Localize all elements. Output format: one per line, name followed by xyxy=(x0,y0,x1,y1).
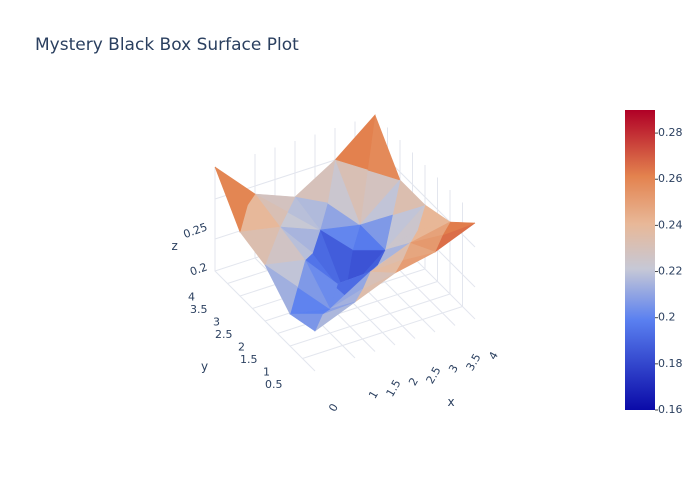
colorbar-tick-label: 0.2 xyxy=(658,311,676,324)
z-tick-label: 0.25 xyxy=(182,220,209,241)
colorbar-tick-label: 0.18 xyxy=(658,357,683,370)
surface-facet xyxy=(289,313,323,332)
surface-facet xyxy=(214,166,248,233)
y-tick-label: 3.5 xyxy=(190,303,208,316)
surface-facet xyxy=(239,231,273,266)
y-grid-line xyxy=(302,202,463,359)
x-tick-label: 1.5 xyxy=(384,377,404,399)
x-tick-label: 1 xyxy=(366,388,381,401)
y-tick-label: 0.5 xyxy=(265,378,283,391)
z-tick-label: 0.2 xyxy=(188,260,209,278)
colorbar-tick-label: 0.22 xyxy=(658,265,683,278)
chart-title: Mystery Black Box Surface Plot xyxy=(35,35,299,55)
y-tick-label: 2.5 xyxy=(215,328,233,341)
colorbar-tick-label: 0.16 xyxy=(658,403,683,416)
colorbar: 0.16 0.18 0.2 0.22 0.24 0.26 0.28 xyxy=(625,110,683,416)
x-tick-label: 3.5 xyxy=(464,351,484,373)
y-tick-label: 4 xyxy=(188,291,195,304)
colorbar-bar xyxy=(625,110,655,410)
y-tick-label: 1 xyxy=(263,366,270,379)
x-tick-label: 3 xyxy=(446,362,461,375)
y-axis-title: y xyxy=(201,359,208,373)
x-tick-label: 2 xyxy=(406,375,421,388)
x-tick-label: 2.5 xyxy=(424,364,444,386)
x-tick-label: 0 xyxy=(326,401,341,414)
colorbar-tick-label: 0.28 xyxy=(658,126,683,139)
x-axis-title: x xyxy=(448,395,455,409)
surface-facet xyxy=(264,264,298,315)
y-tick-label: 2 xyxy=(238,341,245,354)
colorbar-tick-label: 0.26 xyxy=(658,172,683,185)
y-tick-label: 3 xyxy=(213,316,220,329)
x-tick-label: 4 xyxy=(486,349,501,362)
y-tick-label: 1.5 xyxy=(240,353,258,366)
z-axis-title: z xyxy=(172,239,178,253)
colorbar-tick-label: 0.24 xyxy=(658,218,683,231)
